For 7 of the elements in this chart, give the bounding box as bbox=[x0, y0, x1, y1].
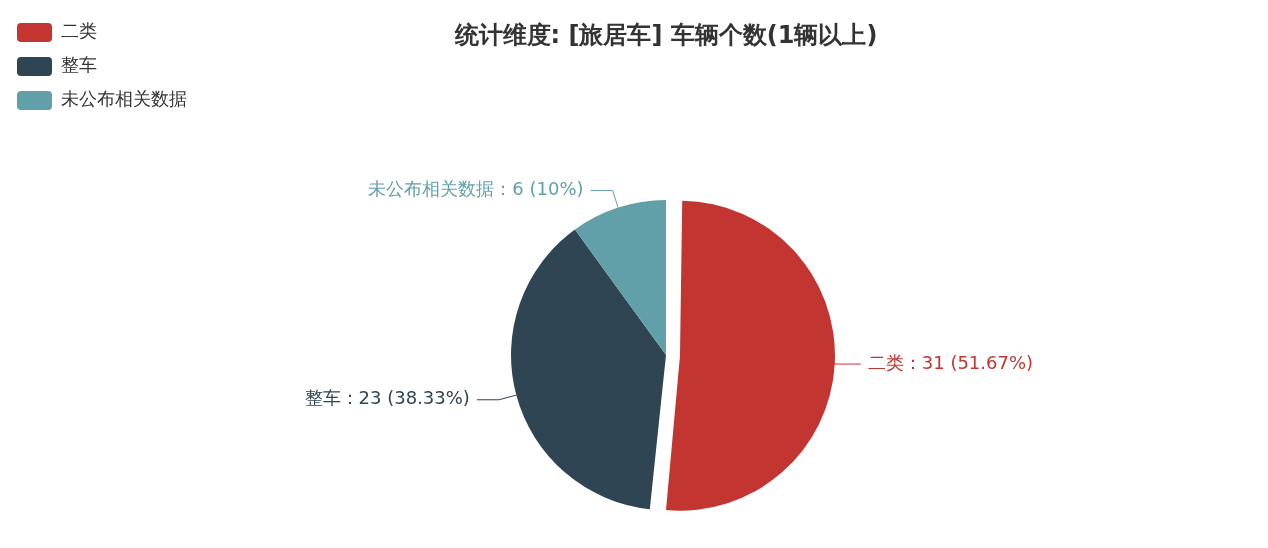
data-label: 整车：23 (38.33%) bbox=[304, 387, 470, 409]
legend-label: 二类 bbox=[61, 20, 97, 42]
legend-label: 整车 bbox=[61, 54, 97, 76]
legend-label: 未公布相关数据 bbox=[61, 88, 187, 110]
data-label: 二类：31 (51.67%) bbox=[867, 351, 1034, 373]
chart-title: 统计维度: [旅居车] 车辆个数(1辆以上) bbox=[453, 21, 878, 50]
data-label: 未公布相关数据：6 (10%) bbox=[368, 178, 584, 200]
